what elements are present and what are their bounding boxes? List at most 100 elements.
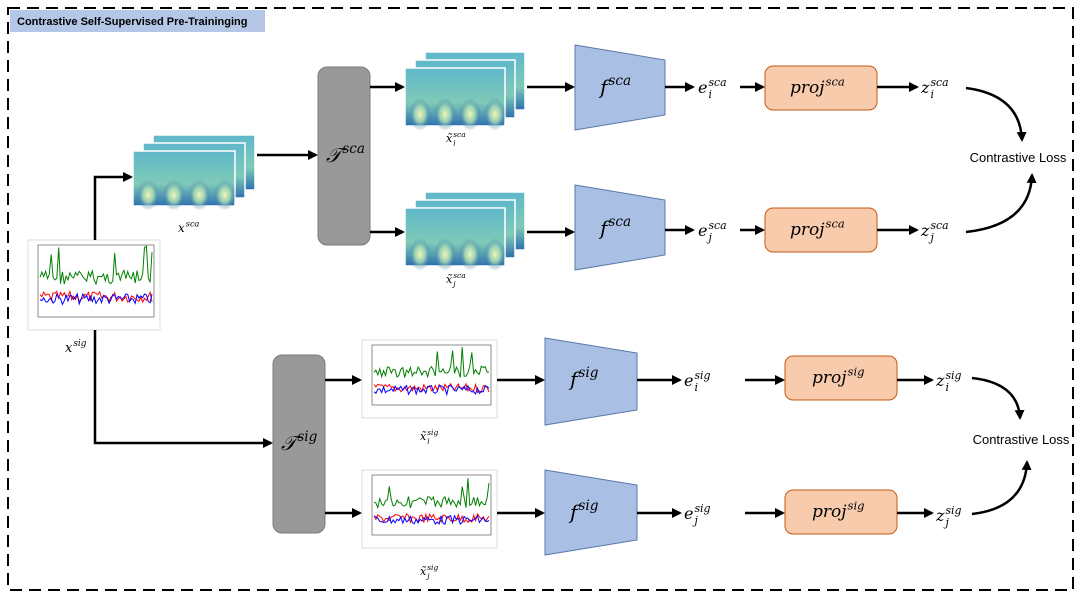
- label-base: x̃: [420, 565, 427, 578]
- encoder-sig: [544, 337, 638, 426]
- label-base: proj: [790, 78, 825, 98]
- signal-line: [373, 514, 490, 526]
- label-sub: j: [943, 516, 949, 529]
- title-box: [10, 10, 265, 32]
- image-pattern: [213, 179, 237, 211]
- image-pattern: [434, 238, 456, 271]
- label-sub: j: [928, 231, 934, 244]
- label-sup: sca: [708, 219, 726, 232]
- label-base: proj: [812, 368, 847, 388]
- label-sup: sca: [930, 76, 948, 89]
- label-sub: j: [425, 571, 430, 580]
- loss-arrow: [965, 173, 1037, 234]
- label-sup: sig: [578, 498, 598, 514]
- label-sup: sca: [826, 216, 845, 230]
- encoder-sca: [574, 184, 666, 271]
- signal-plot: [361, 339, 498, 419]
- label-sup: sca: [453, 271, 465, 280]
- transform-sca: [317, 66, 371, 246]
- label-base: z: [935, 371, 945, 390]
- label-base: z: [920, 78, 930, 97]
- label-sub: i: [427, 436, 430, 445]
- plot-axes: [371, 344, 492, 406]
- label-base: x̃: [420, 430, 427, 443]
- plot-frame: [361, 339, 498, 419]
- arrow: [93, 172, 133, 240]
- loss-arrow: [971, 460, 1032, 516]
- plot-axes: [37, 244, 155, 318]
- label-base: e: [684, 371, 693, 390]
- label-base: proj: [812, 502, 847, 522]
- signal-line: [373, 346, 490, 379]
- loss-label: Contrastive Loss: [970, 150, 1067, 165]
- label-sup: sig: [427, 563, 438, 572]
- label-sup: sca: [608, 73, 631, 89]
- signal-line: [39, 292, 153, 306]
- image-pattern: [137, 179, 160, 211]
- signal-plot: [27, 239, 161, 331]
- label-base: z: [920, 221, 930, 240]
- label-sub: j: [451, 279, 456, 288]
- signal-line: [39, 245, 153, 286]
- signal-plot: [361, 469, 498, 549]
- plot-frame: [361, 469, 498, 549]
- image-pattern: [459, 98, 481, 131]
- loss-arrow: [971, 376, 1025, 420]
- label-sup: sig: [578, 365, 598, 381]
- label-sub: i: [945, 381, 948, 394]
- label-sup: sig: [427, 428, 438, 437]
- label-sup: sig: [945, 504, 961, 517]
- signal-line: [373, 512, 490, 524]
- label-sup: sig: [848, 364, 865, 378]
- label-base: x̃: [446, 273, 453, 286]
- label: proj sig: [812, 364, 865, 388]
- label-sup: sig: [73, 339, 86, 349]
- image-stack: [132, 134, 256, 211]
- title: Contrastive Self-Supervised Pre-Training…: [17, 16, 247, 28]
- label-sub: j: [706, 231, 712, 244]
- label-sup: sca: [708, 76, 726, 89]
- image-stack: [404, 191, 526, 271]
- label-base: x̃: [446, 132, 453, 145]
- label-base: x: [178, 221, 185, 235]
- plot-frame: [27, 239, 161, 331]
- image-stack: [404, 51, 526, 131]
- label-sub: i: [930, 88, 933, 101]
- plot-axes: [371, 474, 492, 536]
- loss-arrow: [965, 86, 1027, 142]
- label-sup: sig: [694, 502, 710, 515]
- image-pattern: [162, 179, 186, 211]
- label-sup: sca: [826, 74, 845, 88]
- label-base: e: [684, 504, 693, 523]
- loss-label: Contrastive Loss: [973, 432, 1070, 447]
- label-sup: sig: [297, 429, 317, 445]
- image-pattern: [188, 179, 211, 211]
- transform-sig: [272, 354, 326, 534]
- signal-line: [373, 382, 490, 394]
- image-pattern: [484, 238, 506, 271]
- image-pattern: [484, 98, 506, 131]
- label-sup: sca: [342, 141, 365, 157]
- signal-line: [373, 478, 490, 510]
- frame: [7, 7, 1074, 591]
- label-base: proj: [790, 220, 825, 240]
- image-pattern: [409, 98, 431, 131]
- encoder-sig: [544, 469, 638, 556]
- label: x sig: [65, 339, 87, 356]
- image-pattern: [409, 238, 431, 271]
- signal-line: [39, 289, 153, 304]
- label: proj sca: [790, 216, 845, 240]
- label-base: e: [698, 221, 707, 240]
- label-sub: i: [708, 88, 711, 101]
